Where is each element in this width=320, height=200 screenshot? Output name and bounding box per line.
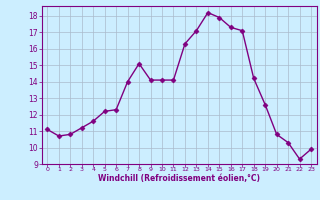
X-axis label: Windchill (Refroidissement éolien,°C): Windchill (Refroidissement éolien,°C) [98, 174, 260, 183]
